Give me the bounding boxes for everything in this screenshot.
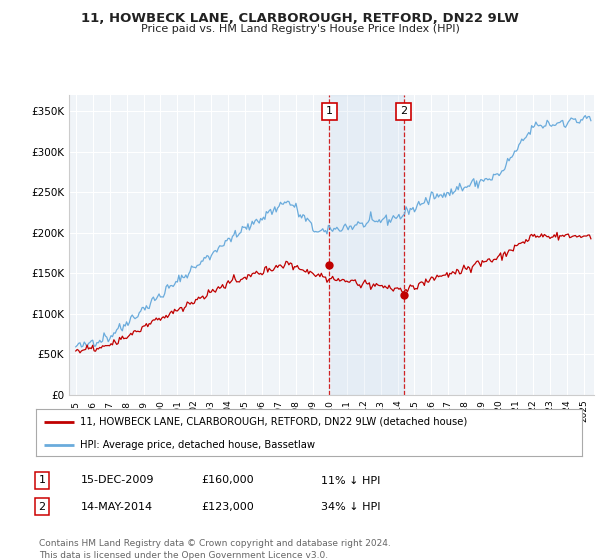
Text: 34% ↓ HPI: 34% ↓ HPI <box>321 502 380 512</box>
Text: £160,000: £160,000 <box>201 475 254 486</box>
Text: 11% ↓ HPI: 11% ↓ HPI <box>321 475 380 486</box>
Text: 11, HOWBECK LANE, CLARBOROUGH, RETFORD, DN22 9LW: 11, HOWBECK LANE, CLARBOROUGH, RETFORD, … <box>81 12 519 25</box>
Text: 14-MAY-2014: 14-MAY-2014 <box>81 502 153 512</box>
Text: Price paid vs. HM Land Registry's House Price Index (HPI): Price paid vs. HM Land Registry's House … <box>140 24 460 34</box>
Text: 2: 2 <box>38 502 46 512</box>
Text: 1: 1 <box>38 475 46 486</box>
Bar <box>329 95 404 395</box>
Text: 11, HOWBECK LANE, CLARBOROUGH, RETFORD, DN22 9LW (detached house): 11, HOWBECK LANE, CLARBOROUGH, RETFORD, … <box>80 417 467 427</box>
Text: £123,000: £123,000 <box>201 502 254 512</box>
Text: HPI: Average price, detached house, Bassetlaw: HPI: Average price, detached house, Bass… <box>80 440 314 450</box>
Text: 1: 1 <box>326 106 332 116</box>
Text: Contains HM Land Registry data © Crown copyright and database right 2024.
This d: Contains HM Land Registry data © Crown c… <box>39 539 391 559</box>
Text: 15-DEC-2009: 15-DEC-2009 <box>81 475 155 486</box>
Text: 2: 2 <box>400 106 407 116</box>
